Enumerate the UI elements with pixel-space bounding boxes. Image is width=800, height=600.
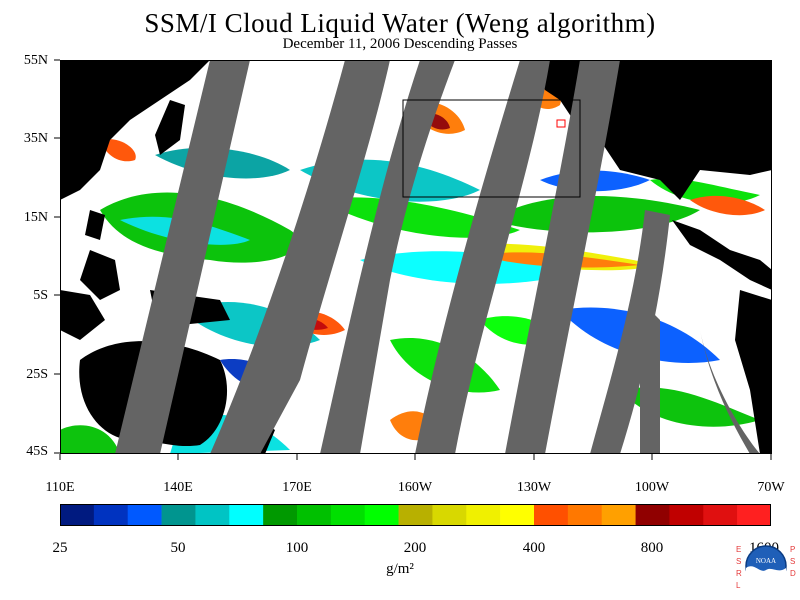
cloud-patch [100, 139, 136, 162]
lat-label-5s: 5S [33, 288, 48, 303]
philippines-land [80, 250, 120, 300]
central-america-land [672, 220, 772, 290]
swath-gap [115, 60, 250, 454]
japan-land [155, 100, 185, 155]
lon-label-170e: 170E [282, 480, 312, 495]
colorbar-swatch [567, 504, 603, 526]
lat-label-25s: 25S [26, 367, 48, 382]
swath-gap [415, 60, 550, 454]
colorbar-swatch [669, 504, 704, 526]
colorbar-swatch [263, 504, 298, 526]
colorbar-unit-label: g/m² [386, 561, 414, 577]
map-panel [60, 60, 772, 454]
swath-gap [320, 60, 455, 454]
colorbar-swatch [330, 504, 366, 526]
borneo-land [60, 290, 105, 340]
colorbar-swatch [601, 504, 636, 526]
swath-gap [640, 300, 660, 454]
cloud-patch [60, 425, 120, 454]
colorbar-swatch [432, 504, 467, 526]
colorbar-swatch [127, 504, 162, 526]
lon-label-70w: 70W [757, 480, 785, 495]
lat-label-55n: 55N [23, 53, 48, 68]
cloud-patch [320, 197, 520, 238]
colorbar-tick-100: 100 [285, 540, 309, 556]
colorbar-swatch [534, 504, 569, 526]
colorbar-tick-50: 50 [170, 540, 186, 556]
colorbar-swatch [229, 504, 264, 526]
lat-label-15n: 15N [23, 210, 48, 225]
colorbar-swatch [737, 504, 771, 526]
map-frame [60, 60, 772, 454]
noaa-emblem-text: NOAA [756, 557, 776, 565]
region-outline-box [402, 99, 581, 198]
colorbar-swatch [60, 504, 95, 526]
colorbar-swatch [703, 504, 738, 526]
asia-land [60, 60, 210, 200]
swath-gap [505, 60, 620, 454]
axis-ticks [54, 59, 772, 460]
lat-label-45s: 45S [26, 444, 48, 459]
south-america-land [735, 290, 772, 454]
colorbar-swatch [398, 504, 433, 526]
colorbar-tick-800: 800 [640, 540, 664, 556]
lat-label-35n: 35N [23, 131, 48, 146]
colorbar [60, 504, 771, 526]
colorbar-swatch [500, 504, 535, 526]
lon-label-160w: 160W [397, 480, 433, 495]
lon-label-110e: 110E [45, 480, 75, 495]
lon-label-100w: 100W [634, 480, 670, 495]
swath-gap [590, 210, 670, 454]
colorbar-swatch [364, 504, 399, 526]
noaa-emblem-icon: NOAA [745, 545, 787, 588]
highlight-marker-box [556, 119, 566, 128]
colorbar-swatch [297, 504, 332, 526]
cloud-patch [690, 195, 765, 216]
colorbar-tick-25: 25 [52, 540, 68, 556]
swath-gap [210, 60, 390, 454]
lon-label-130w: 130W [516, 480, 552, 495]
colorbar-swatch [635, 504, 670, 526]
map-subtitle: December 11, 2006 Descending Passes [282, 36, 518, 52]
colorbar-tick-200: 200 [403, 540, 427, 556]
map-title: SSM/I Cloud Liquid Water (Weng algorithm… [144, 8, 656, 38]
colorbar-frame [60, 504, 771, 526]
lon-label-140e: 140E [163, 480, 193, 495]
colorbar-swatch [161, 504, 196, 526]
colorbar-swatch [195, 504, 230, 526]
colorbar-tick-400: 400 [522, 540, 546, 556]
no-data-swaths [115, 60, 760, 454]
colorbar-swatch [466, 504, 501, 526]
colorbar-swatch [93, 504, 129, 526]
taiwan-philippines-land [85, 210, 105, 240]
